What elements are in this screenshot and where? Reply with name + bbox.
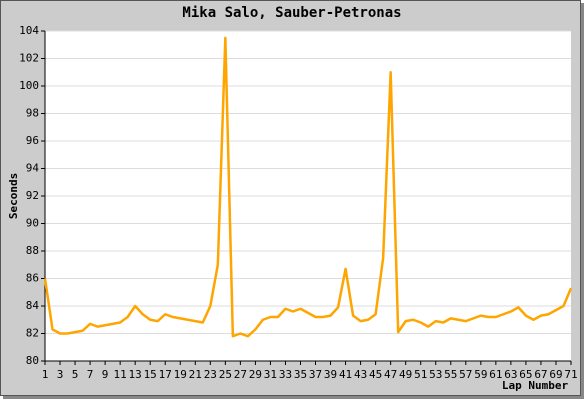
x-tick-label: 5 (72, 368, 79, 381)
x-tick-label: 69 (549, 368, 562, 381)
x-tick-label: 27 (234, 368, 247, 381)
y-tick-label: 92 (26, 189, 39, 202)
y-tick-label: 80 (26, 354, 39, 367)
y-tick-label: 100 (19, 79, 39, 92)
y-axis-title: Seconds (7, 173, 20, 219)
y-tick-label: 94 (26, 162, 40, 175)
data-line (43, 36, 573, 338)
x-tick-label: 3 (57, 368, 64, 381)
x-tick-label: 23 (204, 368, 217, 381)
x-tick-label: 43 (354, 368, 367, 381)
x-tick-label: 21 (189, 368, 202, 381)
x-tick-label: 51 (414, 368, 427, 381)
x-tick-label: 53 (429, 368, 442, 381)
x-tick-label: 35 (294, 368, 307, 381)
x-tick-label: 29 (249, 368, 262, 381)
y-tick-label: 104 (19, 24, 39, 37)
x-tick-label: 19 (174, 368, 187, 381)
y-tick-label: 96 (26, 134, 39, 147)
x-tick-label: 55 (444, 368, 457, 381)
x-tick-label: 67 (534, 368, 547, 381)
x-tick-label: 33 (279, 368, 292, 381)
y-tick-label: 84 (26, 299, 40, 312)
x-tick-label: 9 (102, 368, 109, 381)
x-tick-label: 7 (87, 368, 94, 381)
x-tick-label: 31 (264, 368, 277, 381)
x-tick-label: 47 (384, 368, 397, 381)
y-tick-label: 102 (19, 52, 39, 65)
y-tick-label: 88 (26, 244, 39, 257)
x-tick-label: 17 (159, 368, 172, 381)
x-tick-label: 63 (504, 368, 517, 381)
x-tick-label: 65 (519, 368, 532, 381)
x-tick-label: 13 (129, 368, 142, 381)
x-tick-label: 1 (42, 368, 49, 381)
x-tick-label: 71 (564, 368, 577, 381)
x-axis-title: Lap Number (502, 379, 569, 392)
x-tick-label: 37 (309, 368, 322, 381)
y-tick-label: 90 (26, 217, 39, 230)
x-tick-label: 61 (489, 368, 502, 381)
y-tick-label: 86 (26, 272, 39, 285)
x-tick-label: 41 (339, 368, 352, 381)
x-tick-label: 45 (369, 368, 382, 381)
chart-title: Mika Salo, Sauber-Petronas (182, 5, 401, 21)
x-tick-label: 59 (474, 368, 487, 381)
x-tick-label: 49 (399, 368, 412, 381)
x-tick-label: 15 (144, 368, 157, 381)
x-tick-label: 25 (219, 368, 232, 381)
x-tick-label: 39 (324, 368, 337, 381)
x-tick-label: 57 (459, 368, 472, 381)
y-tick-label: 98 (26, 107, 39, 120)
y-tick-label: 82 (26, 327, 39, 340)
x-tick-label: 11 (114, 368, 127, 381)
